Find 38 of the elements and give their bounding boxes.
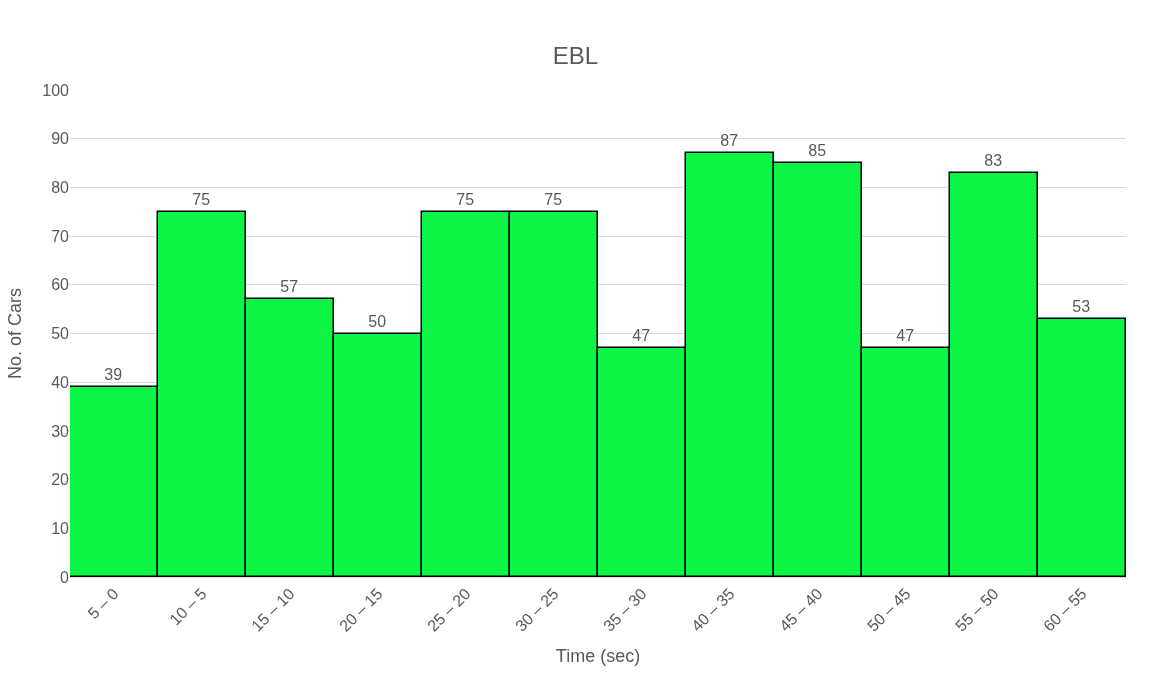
- data-label: 47: [896, 327, 915, 345]
- x-tick-label: 40 – 35: [688, 584, 738, 635]
- y-tick-label: 90: [51, 130, 70, 148]
- y-tick-label: 10: [51, 519, 70, 537]
- x-tick-label: 50 – 45: [864, 584, 914, 635]
- y-tick-label: 0: [60, 568, 70, 586]
- x-tick-label: 35 – 30: [600, 584, 650, 635]
- y-tick-label: 50: [51, 325, 70, 343]
- x-axis-title: Time (sec): [555, 645, 641, 666]
- x-tick-label: 10 – 5: [166, 584, 210, 629]
- x-tick-label: 25 – 20: [424, 584, 474, 635]
- data-label: 87: [720, 132, 739, 150]
- y-tick-label: 60: [51, 276, 70, 294]
- data-label: 53: [1072, 298, 1091, 316]
- data-label: 75: [456, 191, 475, 209]
- y-axis-title: No. of Cars: [5, 287, 26, 380]
- x-tick-label: 60 – 55: [1040, 584, 1090, 635]
- y-tick-label: 80: [51, 179, 70, 196]
- x-tick-label: 45 – 40: [776, 584, 826, 635]
- data-label: 75: [544, 191, 563, 209]
- y-tick-label: 20: [51, 471, 70, 489]
- x-tick-label: 15 – 10: [248, 584, 298, 635]
- chart-title: EBL: [552, 42, 599, 70]
- x-tick-label: 20 – 15: [336, 584, 386, 635]
- y-tick-label: 100: [42, 81, 70, 99]
- y-tick-label: 70: [51, 227, 70, 245]
- data-label: 85: [808, 142, 827, 160]
- x-tick-label: 5 – 0: [84, 584, 122, 623]
- x-tick-label: 55 – 50: [952, 584, 1002, 635]
- data-label: 57: [280, 278, 299, 296]
- data-label: 83: [984, 152, 1003, 170]
- data-label: 75: [192, 191, 211, 209]
- data-label: 47: [632, 327, 651, 345]
- y-tick-label: 30: [51, 422, 70, 440]
- x-tick-label: 30 – 25: [512, 584, 562, 635]
- data-label: 39: [104, 366, 123, 384]
- data-label: 50: [368, 313, 387, 331]
- y-tick-label: 40: [51, 373, 70, 391]
